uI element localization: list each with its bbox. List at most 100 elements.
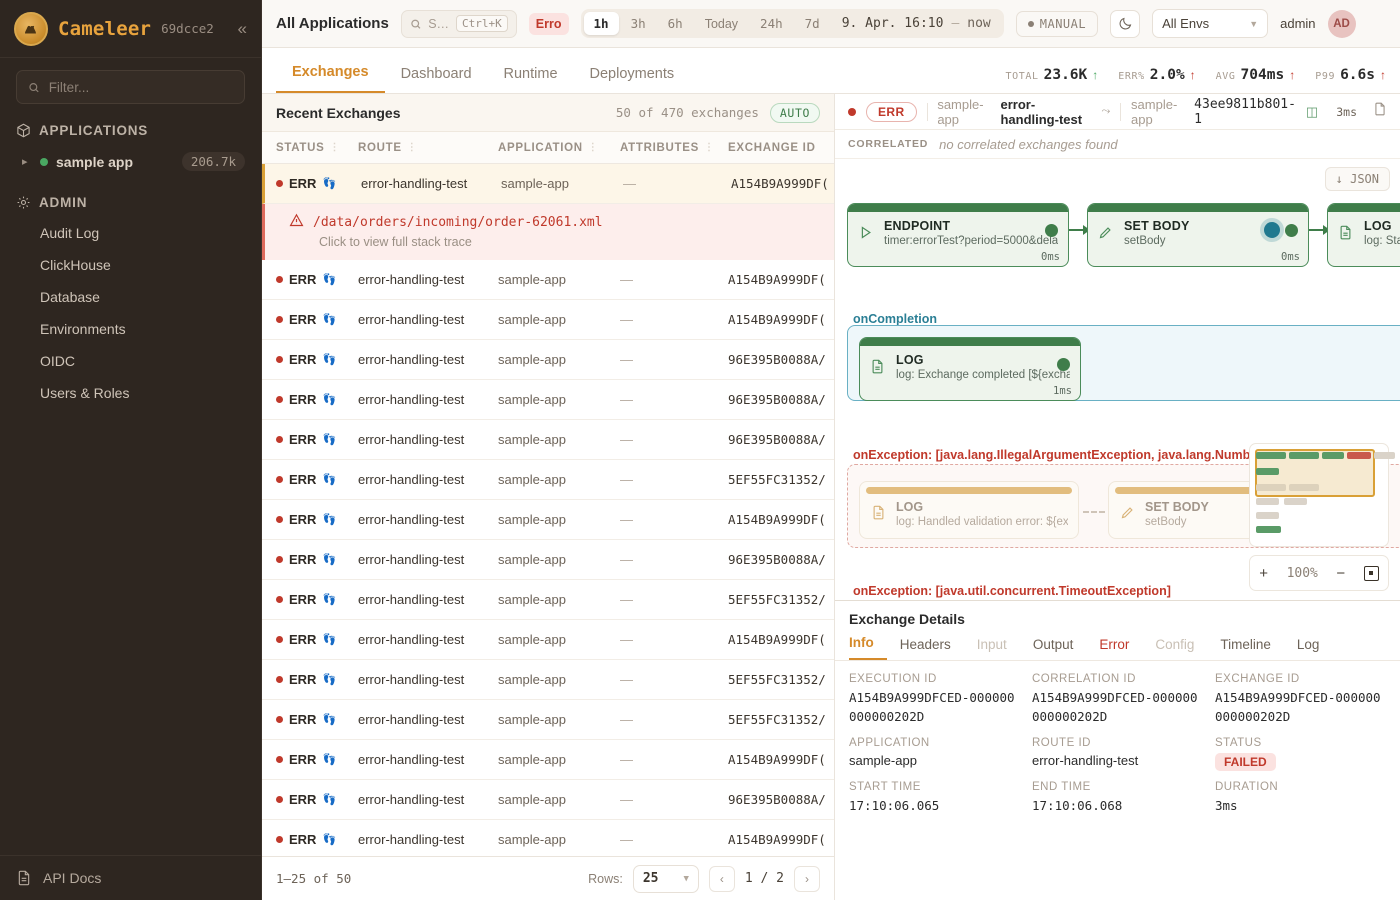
date-separator: — [951,16,960,31]
status-label: ERR [289,752,317,767]
cell-route: error-handling-test [358,352,465,367]
sidebar-item-api-docs[interactable]: API Docs [0,855,261,900]
sidebar-item-oidc[interactable]: OIDC [40,353,75,369]
doc-icon[interactable] [1373,102,1387,121]
chevrons-left-icon[interactable]: « [237,19,247,38]
cell-route: error-handling-test [358,552,465,567]
tab-info[interactable]: Info [849,635,887,660]
metric-total-label: TOTAL [1005,71,1039,82]
column-header-status[interactable]: STATUS ⋮ [276,141,341,154]
node-endpoint[interactable]: ENDPOINT timer:errorTest?period=5000&del… [847,203,1069,267]
prev-page-button[interactable]: ‹ [708,865,735,892]
table-row[interactable]: ERR 👣 error-handling-test sample-app — 5EF55F… [262,460,834,500]
chevron-right-icon[interactable]: ▸ [22,156,28,168]
sidebar-item-sample-app[interactable]: ▸ sample app 206.7k [0,145,261,178]
detail-field: ROUTE ID error-handling-test [1032,737,1203,771]
avatar[interactable]: AD [1327,9,1356,38]
error-filter-chip[interactable]: Erro [528,12,569,35]
user-name: admin [1280,16,1316,31]
global-search[interactable]: S… Ctrl+K [400,9,517,38]
table-row[interactable]: ERR 👣 error-handling-test sample-app — 5EF55F… [262,700,834,740]
trace-route[interactable]: error-handling-test [1000,96,1083,127]
refresh-mode-button[interactable]: MANUAL [1015,10,1099,37]
table-row[interactable]: ERR 👣 error-handling-test sample-app — A154B9… [262,620,834,660]
range-today[interactable]: Today [704,16,739,31]
node-set-body[interactable]: SET BODY setBody 0ms [1087,203,1309,267]
theme-toggle-button[interactable] [1110,9,1141,38]
cell-route: error-handling-test [358,792,465,807]
column-header-route[interactable]: ROUTE ⋮ [358,141,418,154]
error-file-path: /data/orders/incoming/order-62061.xml [313,215,603,230]
status-label: ERR [289,272,317,287]
table-row[interactable]: ERR 👣 error-handling-test sample-app — A154B9… [262,164,834,204]
trace-id[interactable]: 43ee9811b801-1 [1194,96,1296,127]
tab-output[interactable]: Output [1032,637,1074,652]
tab-deployments[interactable]: Deployments [589,66,675,82]
cell-route: error-handling-test [358,312,465,327]
download-json-button[interactable]: ↓ JSON [1324,167,1390,191]
node-log[interactable]: LOG log: Sta [1327,203,1400,267]
table-row[interactable]: ERR 👣 error-handling-test sample-app — 96E395… [262,380,834,420]
table-row[interactable]: ERR 👣 error-handling-test sample-app — A154B9… [262,260,834,300]
range-6h[interactable]: 6h [667,16,683,31]
range-7d[interactable]: 7d [804,16,820,31]
table-row[interactable]: ERR 👣 error-handling-test sample-app — 96E395… [262,420,834,460]
table-row[interactable]: ERR 👣 error-handling-test sample-app — 96E395… [262,540,834,580]
date-range-display[interactable]: 9. Apr. 16:10 — now [832,12,1001,35]
doc-icon [870,359,885,379]
env-select[interactable]: All Envs ▼ [1152,9,1269,38]
cell-exchange-id: 96E395B0088A/ [728,392,826,407]
table-row[interactable]: ERR 👣 error-handling-test sample-app — 96E395… [262,780,834,820]
tab-log[interactable]: Log [1296,637,1320,652]
column-header-exchange-id[interactable]: EXCHANGE ID [728,141,816,154]
sidebar-filter[interactable] [16,70,245,104]
column-header-application[interactable]: APPLICATION ⋮ [498,141,599,154]
route-diagram[interactable]: ↓ JSON ENDPOINT timer:errorTest?period=5… [835,158,1400,600]
tab-error[interactable]: Error [1099,637,1130,652]
node-oncompletion-log[interactable]: LOG log: Exchange completed [${exchan 1m… [859,337,1081,401]
tab-headers[interactable]: Headers [899,637,951,652]
table-row[interactable]: ERR 👣 error-handling-test sample-app — 5EF55F… [262,660,834,700]
filter-input[interactable] [48,79,233,95]
table-row[interactable]: ERR 👣 error-handling-test sample-app — A154B9… [262,820,834,856]
minimap-bar [1256,452,1286,459]
column-header-attributes[interactable]: ATTRIBUTES ⋮ [620,141,715,154]
footprints-icon: 👣 [322,394,336,406]
table-row[interactable]: ERR 👣 error-handling-test sample-app — A154B9… [262,740,834,780]
sidebar-item-database[interactable]: Database [40,289,100,305]
table-row[interactable]: ERR 👣 error-handling-test sample-app — 96E395… [262,340,834,380]
table-row[interactable]: ERR 👣 error-handling-test sample-app — A154B9… [262,500,834,540]
cell-attributes: — [620,792,633,807]
range-3h[interactable]: 3h [630,16,646,31]
cell-exchange-id: 5EF55FC31352/ [728,712,826,727]
table-row[interactable]: ERR 👣 error-handling-test sample-app — 5EF55F… [262,580,834,620]
sidebar-item-users-roles[interactable]: Users & Roles [40,385,130,401]
cell-status: ERR 👣 [262,632,358,647]
pencil-icon [1120,505,1135,525]
sidebar-item-audit-log[interactable]: Audit Log [40,225,100,241]
node-exception-log[interactable]: LOG log: Handled validation error: ${exc… [859,481,1079,539]
next-page-button[interactable]: › [794,865,820,892]
fit-view-icon[interactable] [1363,565,1379,581]
rows-per-page-select[interactable]: 25 ▼ [632,864,699,893]
range-24h[interactable]: 24h [760,16,783,31]
auto-refresh-pill[interactable]: AUTO [769,102,820,123]
sidebar-item-clickhouse[interactable]: ClickHouse [40,257,111,273]
tab-runtime[interactable]: Runtime [503,66,558,82]
tab-timeline[interactable]: Timeline [1220,637,1271,652]
footprints-icon: 👣 [322,178,336,190]
table-row[interactable]: ERR 👣 error-handling-test sample-app — A154B9… [262,300,834,340]
minimap-bar [1256,498,1279,505]
zoom-in-button[interactable]: + [1259,564,1269,582]
detail-key: START TIME [849,780,921,793]
zoom-out-button[interactable]: − [1336,564,1346,582]
table-rows[interactable]: ERR 👣 error-handling-test sample-app — A154B9… [262,164,834,856]
range-1h[interactable]: 1h [583,12,619,35]
detail-field: DURATION 3ms [1215,781,1386,816]
layers-icon[interactable]: ◫ [1305,103,1319,119]
tab-exchanges[interactable]: Exchanges [276,64,385,93]
row-error-detail[interactable]: /data/orders/incoming/order-62061.xml Cli… [262,204,834,260]
tab-dashboard[interactable]: Dashboard [400,66,472,82]
diagram-minimap[interactable] [1249,443,1395,547]
sidebar-item-environments[interactable]: Environments [40,321,126,337]
